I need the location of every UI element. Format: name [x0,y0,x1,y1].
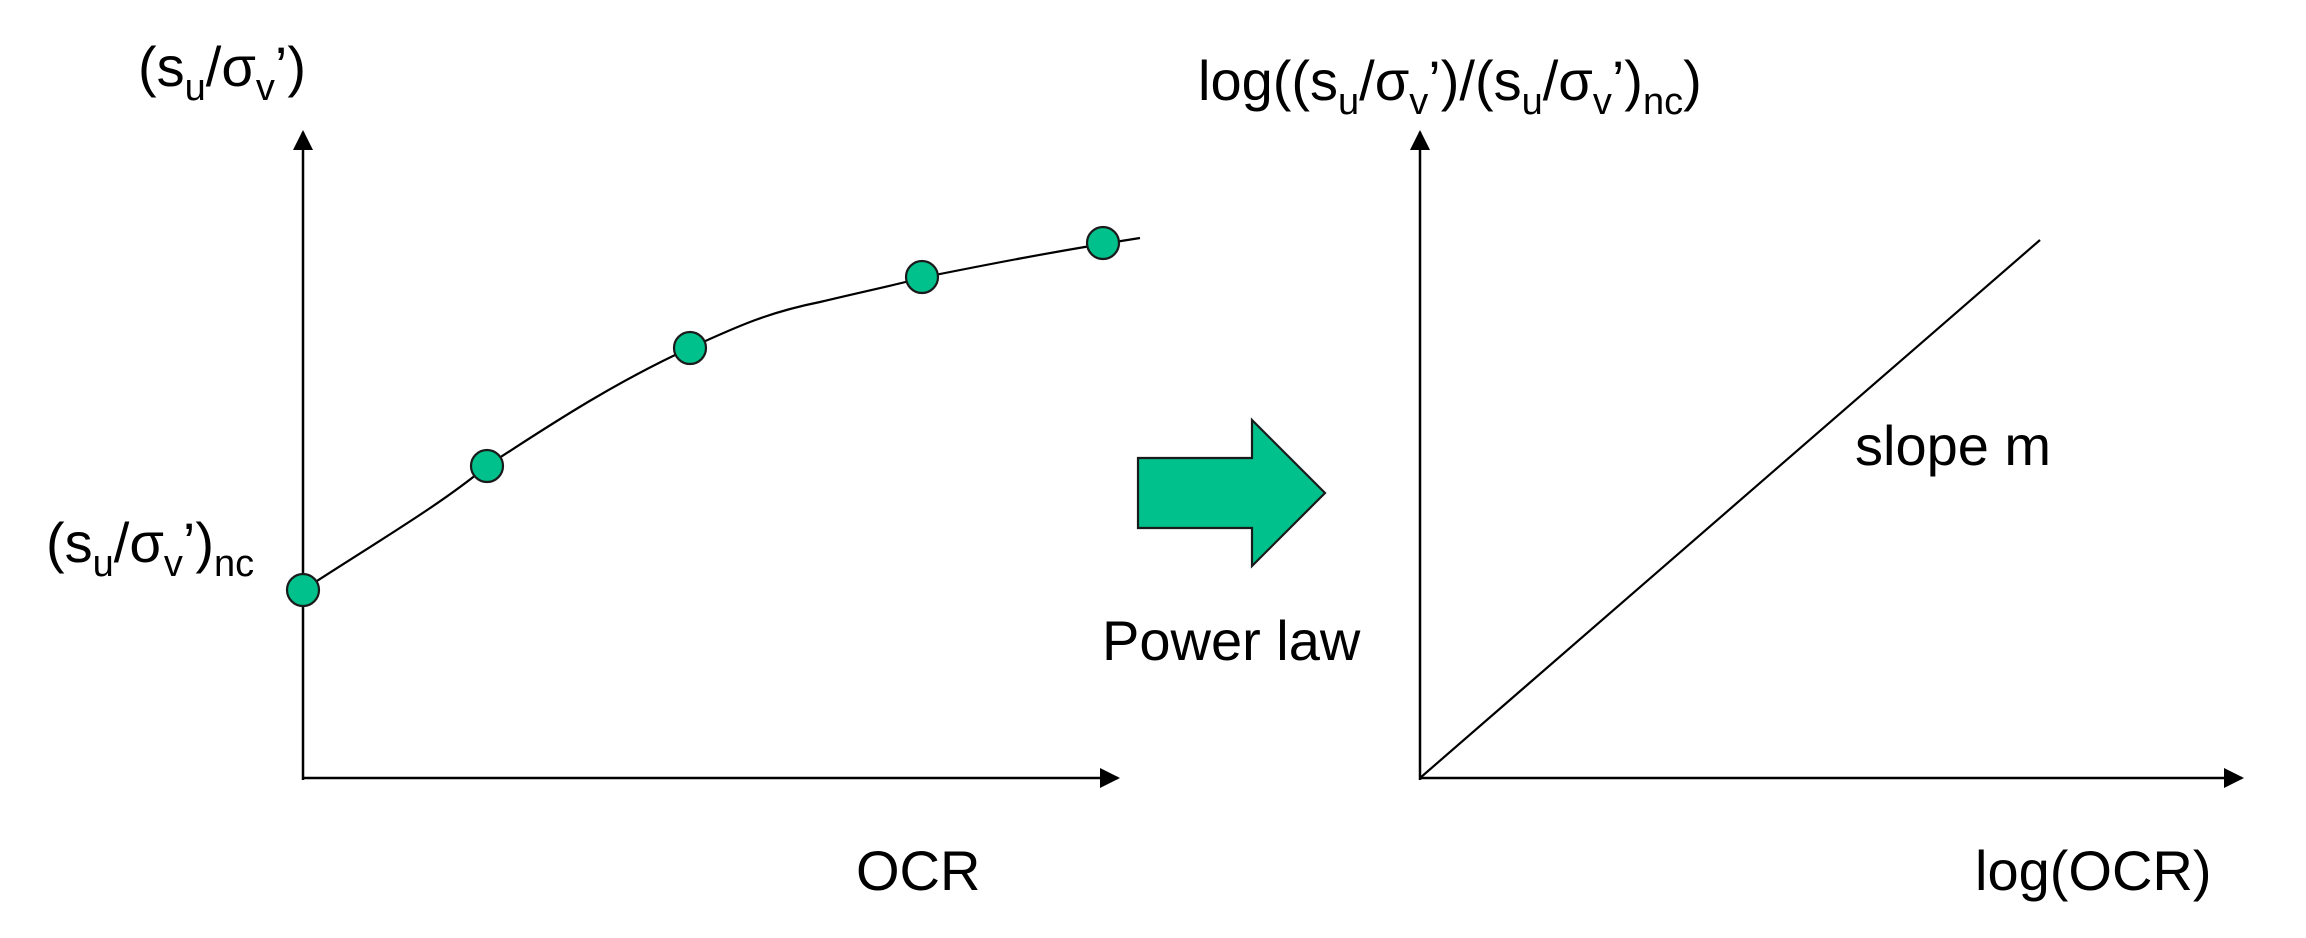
right-plot: slope m log((su/σv’)/(su/σv’)nc) log(OCR… [1198,49,2244,902]
right-y-axis-label: log((su/σv’)/(su/σv’)nc) [1198,49,1702,123]
transition-group: Power law [1102,417,1361,672]
left-y-axis-label: (su/σv’) [138,35,306,109]
data-point [469,448,505,484]
left-x-axis-label: OCR [856,839,980,902]
left-fitted-curve [302,236,1141,591]
data-point [285,572,321,608]
data-point [672,330,708,366]
data-point [904,259,940,295]
slope-annotation: slope m [1855,414,2051,477]
left-y-intercept-label: (su/σv’)nc [46,511,254,585]
right-arrow-icon [1136,417,1327,569]
right-x-axis-label: log(OCR) [1975,839,2211,902]
left-plot: (su/σv’) (su/σv’)nc OCR [46,35,1141,902]
data-point [1085,225,1121,261]
right-power-law-line [1419,239,2041,779]
power-law-label: Power law [1102,609,1361,672]
